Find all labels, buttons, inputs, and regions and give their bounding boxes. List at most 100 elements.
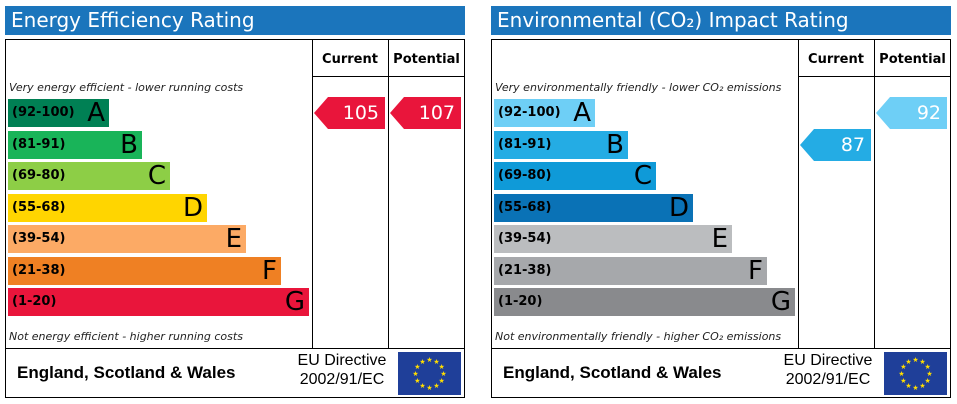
current-rating-value: 105 [342,102,379,124]
bottom-note: Not environmentally friendly - higher CO… [495,330,782,343]
current-column-header: Current [808,52,864,67]
panel-title: Environmental (CO₂) Impact Rating [491,6,951,35]
rating-band-c: (69-80) C [8,162,170,190]
flag-star-icon: ★ [924,377,930,385]
flag-star-icon: ★ [926,370,932,378]
rating-arrow-shape [800,128,871,161]
flag-star-icon: ★ [912,384,918,392]
current-rating-arrow: 87 [800,128,871,161]
potential-column-header: Potential [879,52,946,67]
band-letter: F [748,255,763,286]
rating-band-b: (81-91) B [8,129,142,160]
band-range: (1-20) [12,294,57,309]
eu-flag-icon: ★ ★★★★★★★★★★★ [398,352,461,395]
rating-band-c: (69-80) C [494,162,656,190]
rating-band-d: (55-68) D [494,192,693,223]
potential-rating-arrow: 92 [876,97,947,129]
top-note: Very energy efficient - lower running co… [9,81,244,94]
flag-star-icon: ★ [919,382,925,390]
region-label: England, Scotland & Wales [503,363,722,382]
rating-band-f: (21-38) F [494,255,767,286]
flag-star-icon: ★ [414,363,420,371]
footer-divider [492,348,950,349]
band-letter: C [633,161,652,191]
band-letter: B [606,129,624,160]
band-letter: D [182,192,203,223]
rating-arrow-shape [390,97,461,129]
band-letter: D [668,192,689,223]
panel-title: Energy Efficiency Rating [5,6,465,35]
flag-star-icon: ★ [919,358,925,366]
flag-star-icon: ★ [898,370,904,378]
band-range: (39-54) [12,231,66,246]
rating-band-a: (92-100) A [494,99,595,127]
potential-rating-value: 107 [418,102,455,124]
rating-table: Current Potential Very environmentally f… [491,39,951,398]
flag-star-icon: ★ [426,356,432,364]
band-range: (81-91) [12,136,66,152]
energy-efficiency-panel: Energy Efficiency Rating Current Potenti… [5,6,465,398]
band-letter: A [573,98,591,128]
directive-line-2: 2002/91/EC [299,371,385,388]
band-letter: G [284,287,305,317]
rating-band-g: (1-20) G [494,288,795,316]
flag-star-icon: ★ [412,370,418,378]
potential-rating-arrow: 107 [390,97,461,129]
potential-rating-value: 92 [916,102,941,124]
current-rating-value: 87 [840,133,865,156]
rating-band-e: (39-54) E [8,225,246,253]
band-letter: E [711,224,728,254]
rating-band-d: (55-68) D [8,192,207,223]
flag-star-icon: ★ [912,356,918,364]
flag-star-icon: ★ [440,370,446,378]
flag-star-icon: ★ [414,377,420,385]
band-letter: B [120,129,138,160]
flag-star-icon: ★ [433,358,439,366]
band-letter: E [225,224,242,254]
directive-line-1: EU Directive [783,352,873,369]
flag-star-icon: ★ [905,382,911,390]
rating-band-f: (21-38) F [8,255,281,286]
band-letter: C [147,161,166,191]
bottom-note: Not energy efficient - higher running co… [9,330,243,343]
environmental-impact-panel: Environmental (CO₂) Impact Rating Curren… [491,6,951,398]
top-note: Very environmentally friendly - lower CO… [495,81,782,94]
rating-band-b: (81-91) B [494,129,628,160]
band-letter: G [770,287,791,317]
region-label: England, Scotland & Wales [17,363,236,382]
band-range: (92-100) [498,105,561,120]
rating-band-g: (1-20) G [8,288,309,316]
band-range: (1-20) [498,294,543,309]
column-divider [388,40,389,349]
header-divider [798,76,950,77]
column-divider [798,40,799,349]
band-range: (55-68) [498,199,552,215]
band-range: (69-80) [12,168,66,183]
band-range: (92-100) [12,105,75,120]
band-range: (69-80) [498,168,552,183]
rating-arrow-shape [314,97,385,129]
eu-flag-icon: ★ ★★★★★★★★★★★ [884,352,947,395]
band-letter: F [262,255,277,286]
footer-divider [6,348,464,349]
column-divider [312,40,313,349]
band-letter: A [87,98,105,128]
rating-arrow-shape [876,97,947,129]
eu-directive: EU Directive 2002/91/EC [285,351,399,389]
directive-line-2: 2002/91/EC [785,371,871,388]
band-range: (81-91) [498,136,552,152]
directive-line-1: EU Directive [297,352,387,369]
flag-star-icon: ★ [905,358,911,366]
flag-star-icon: ★ [438,363,444,371]
eu-directive: EU Directive 2002/91/EC [771,351,885,389]
flag-star-icon: ★ [426,384,432,392]
column-divider [874,40,875,349]
current-column-header: Current [322,52,378,67]
flag-star-icon: ★ [900,377,906,385]
band-range: (39-54) [498,231,552,246]
band-range: (21-38) [498,262,552,278]
header-divider [312,76,464,77]
flag-star-icon: ★ [419,382,425,390]
flag-star-icon: ★ [924,363,930,371]
flag-star-icon: ★ [438,377,444,385]
